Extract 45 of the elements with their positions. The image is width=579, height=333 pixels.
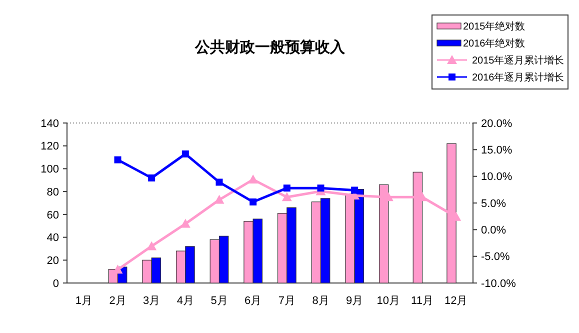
y-tick-label: 100 [40,164,59,176]
x-tick-label: 4月 [176,295,194,307]
legend-label: 2015年绝对数 [463,20,526,32]
x-tick-label: 2月 [109,295,126,307]
point [216,178,223,186]
legend-label: 2015年逐月累计增长 [472,54,564,66]
y2-tick-label: -10.0% [481,278,516,290]
y2-tick-label: 20.0% [481,118,512,130]
point [283,184,290,192]
point [180,218,190,228]
x-tick-label: 6月 [244,295,262,307]
point [146,241,157,250]
point [282,192,292,202]
chart-title: 公共财政一般预算收入 [194,38,346,56]
y2-tick-label: 10.0% [481,171,512,184]
point [248,174,258,184]
point [317,184,324,192]
x-tick-label: 9月 [346,295,364,307]
x-tick-label: 11月 [411,295,434,307]
y-tick-label: 0 [52,278,59,290]
y-tick-label: 40 [46,232,59,244]
y2-tick-label: 0.0% [481,224,506,237]
x-tick-label: 8月 [312,295,330,307]
x-tick-label: 1月 [75,295,92,307]
point [148,174,156,182]
y-tick-label: 140 [40,118,59,130]
y-tick-label: 20 [46,254,59,267]
point [250,198,257,206]
point [351,186,358,194]
point [214,194,224,204]
point [114,156,122,164]
x-tick-label: 10月 [376,295,400,307]
legend-label: 2016年逐月累计增长 [472,72,564,84]
y2-tick-label: 15.0% [481,144,512,157]
x-tick-label: 7月 [278,295,296,307]
y2-tick-label: -5.0% [481,251,510,264]
y-tick-label: 120 [40,140,59,153]
legend-label: 2016年绝对数 [463,38,526,50]
y-tick-label: 60 [46,209,59,222]
x-tick-label: 12月 [444,295,468,307]
x-tick-label: 5月 [210,295,228,307]
y-tick-label: 80 [46,186,59,198]
y2-tick-label: 5.0% [481,198,506,210]
point [182,150,189,158]
x-tick-label: 3月 [143,295,160,307]
